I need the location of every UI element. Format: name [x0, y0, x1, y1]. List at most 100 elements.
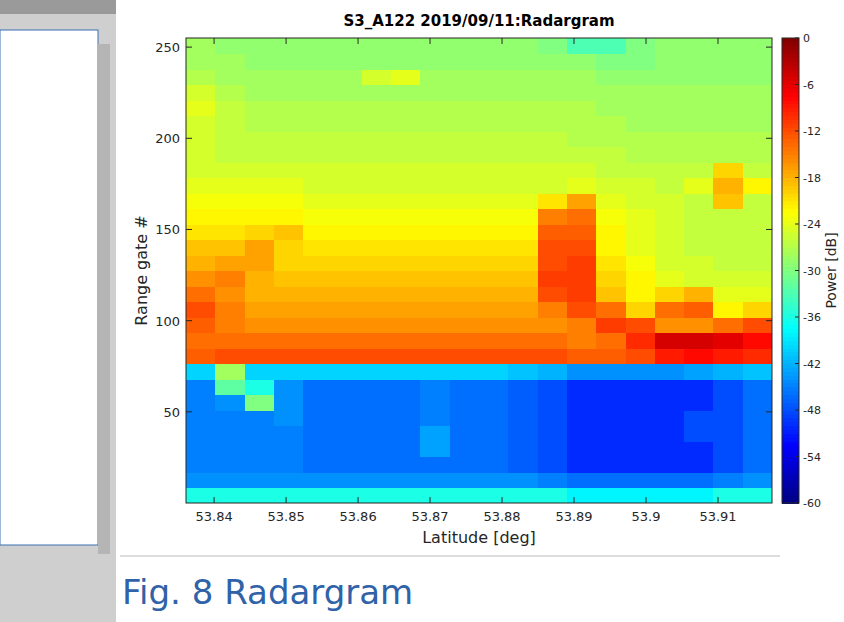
cell [245, 348, 275, 364]
cell [245, 317, 275, 333]
cell [626, 441, 656, 457]
cell [655, 271, 685, 287]
cell [420, 38, 450, 54]
cell [303, 426, 333, 442]
cell [303, 395, 333, 411]
colorbar-step [782, 69, 799, 73]
cell [508, 302, 538, 318]
cell [596, 224, 626, 240]
cell [684, 85, 714, 101]
colorbar-step [782, 112, 799, 116]
colorbar-step [782, 457, 799, 461]
cell [391, 131, 421, 147]
y-tick-label: 250 [155, 40, 180, 55]
x-tick-top [286, 38, 287, 44]
cell [362, 286, 392, 302]
cell [538, 302, 568, 318]
cell [186, 333, 216, 349]
cell [743, 116, 772, 132]
colorbar-tick [795, 410, 799, 411]
colorbar-step [782, 209, 799, 213]
cell [508, 54, 538, 70]
colorbar-step [782, 371, 799, 375]
cell [713, 38, 743, 54]
cell [713, 69, 743, 85]
colorbar-step [782, 178, 799, 182]
cell [596, 426, 626, 442]
cell [743, 209, 772, 225]
cell [479, 85, 509, 101]
cell [684, 240, 714, 256]
colorbar-tick-label: -48 [803, 404, 821, 417]
caption-rule [120, 556, 780, 557]
cell [538, 224, 568, 240]
x-tick-top [646, 38, 647, 44]
cell [655, 364, 685, 380]
cell [420, 410, 450, 426]
cell [362, 209, 392, 225]
cell [508, 379, 538, 395]
cell [479, 54, 509, 70]
cell [186, 69, 216, 85]
cell [420, 85, 450, 101]
cell [274, 100, 304, 116]
cell [538, 271, 568, 287]
cell [245, 131, 275, 147]
cell [713, 209, 743, 225]
colorbar-step [782, 135, 799, 139]
colorbar-step [782, 383, 799, 387]
cell [391, 162, 421, 178]
cell [743, 193, 772, 209]
cell [186, 255, 216, 271]
cell [215, 348, 245, 364]
cell [626, 38, 656, 54]
cell [362, 240, 392, 256]
cell [274, 38, 304, 54]
cell [567, 271, 597, 287]
cell [713, 178, 743, 194]
colorbar-step [782, 302, 799, 306]
cell [245, 178, 275, 194]
colorbar-tick-label: -24 [803, 218, 821, 231]
cell [450, 488, 480, 504]
cell [567, 240, 597, 256]
cell [479, 472, 509, 488]
cell [362, 426, 392, 442]
colorbar-tick [795, 503, 799, 504]
cell [215, 224, 245, 240]
cell [538, 395, 568, 411]
cell [567, 348, 597, 364]
cell [508, 488, 538, 504]
cell [743, 302, 772, 318]
cell [713, 364, 743, 380]
colorbar-frame [782, 38, 799, 503]
cell [303, 116, 333, 132]
cell [567, 379, 597, 395]
cell [743, 457, 772, 473]
cell [186, 85, 216, 101]
cell [713, 333, 743, 349]
cell [303, 178, 333, 194]
cell [274, 85, 304, 101]
cell [274, 395, 304, 411]
cell [186, 379, 216, 395]
cell [538, 348, 568, 364]
cell [245, 426, 275, 442]
cell [333, 348, 363, 364]
y-tick-right [766, 138, 772, 139]
cell [538, 147, 568, 163]
cell [479, 488, 509, 504]
cell [655, 178, 685, 194]
cell [596, 472, 626, 488]
cell [274, 317, 304, 333]
cell [303, 69, 333, 85]
cell [538, 131, 568, 147]
cell [215, 472, 245, 488]
cell [450, 472, 480, 488]
cell [420, 54, 450, 70]
cell [186, 302, 216, 318]
cell [713, 379, 743, 395]
cell [362, 317, 392, 333]
cell [245, 116, 275, 132]
cell [626, 488, 656, 504]
